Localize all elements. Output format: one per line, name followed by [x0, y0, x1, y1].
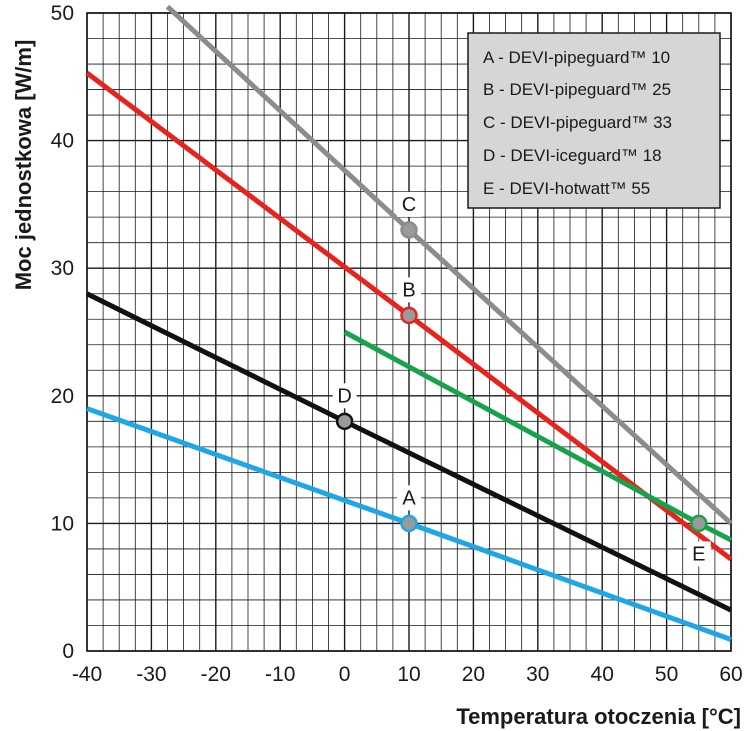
y-tick-label: 0 [62, 640, 74, 663]
x-tick-label: 0 [339, 663, 351, 686]
legend-entry-d: D - DEVI-iceguard™ 18 [483, 146, 662, 165]
legend: A - DEVI-pipeguard™ 10 B - DEVI-pipeguar… [467, 32, 721, 209]
point-label-a: A [402, 487, 416, 509]
marker-point-c [400, 221, 418, 239]
x-tick-label: 50 [655, 663, 678, 686]
x-tick-label: -20 [201, 663, 231, 686]
x-tick-label: 60 [719, 663, 742, 686]
plot-frame [86, 12, 732, 652]
legend-entry-e: E - DEVI-hotwatt™ 55 [483, 179, 650, 198]
x-tick-label: 40 [591, 663, 614, 686]
legend-entry-c: C - DEVI-pipeguard™ 33 [483, 113, 672, 132]
x-tick-label: -40 [72, 663, 102, 686]
marker-point-a [400, 514, 418, 533]
legend-box [467, 32, 721, 209]
point-label-e: E [692, 543, 705, 565]
y-tick-label: 10 [51, 512, 74, 535]
marker-point-b [400, 306, 418, 325]
marker-point-e [690, 514, 708, 533]
x-tick-label: 10 [397, 663, 420, 686]
point-label-bg-b [397, 277, 421, 303]
point-label-b: B [402, 279, 415, 301]
grid [86, 12, 732, 652]
point-label-bg-a [397, 485, 421, 511]
x-axis-title: Temperatura otoczenia [°C] [456, 704, 741, 729]
x-tick-label: -30 [136, 663, 166, 686]
x-tick-label: 20 [462, 663, 485, 686]
tick-labels: -40 -30 -20 -10 0 10 20 30 40 50 60 0 10 20 30 40 50 [51, 2, 743, 686]
marker-point-d [335, 412, 354, 431]
point-label-c: C [402, 194, 416, 216]
y-tick-label: 20 [51, 385, 74, 408]
point-label-d: D [337, 385, 351, 407]
legend-entry-b: B - DEVI-pipeguard™ 25 [483, 80, 671, 99]
point-label-bg-c [397, 191, 421, 217]
point-label-bg-d [332, 383, 357, 409]
y-tick-label: 40 [51, 130, 74, 153]
y-axis-title: Moc jednostkowa [W/m] [11, 40, 36, 291]
point-label-bg-e [686, 541, 711, 567]
x-tick-label: 30 [526, 663, 549, 686]
y-tick-label: 50 [51, 2, 74, 25]
x-tick-label: -10 [265, 663, 295, 686]
series-markers: A B C D E [332, 191, 711, 567]
y-tick-label: 30 [51, 257, 74, 280]
legend-entry-a: A - DEVI-pipeguard™ 10 [483, 48, 670, 67]
